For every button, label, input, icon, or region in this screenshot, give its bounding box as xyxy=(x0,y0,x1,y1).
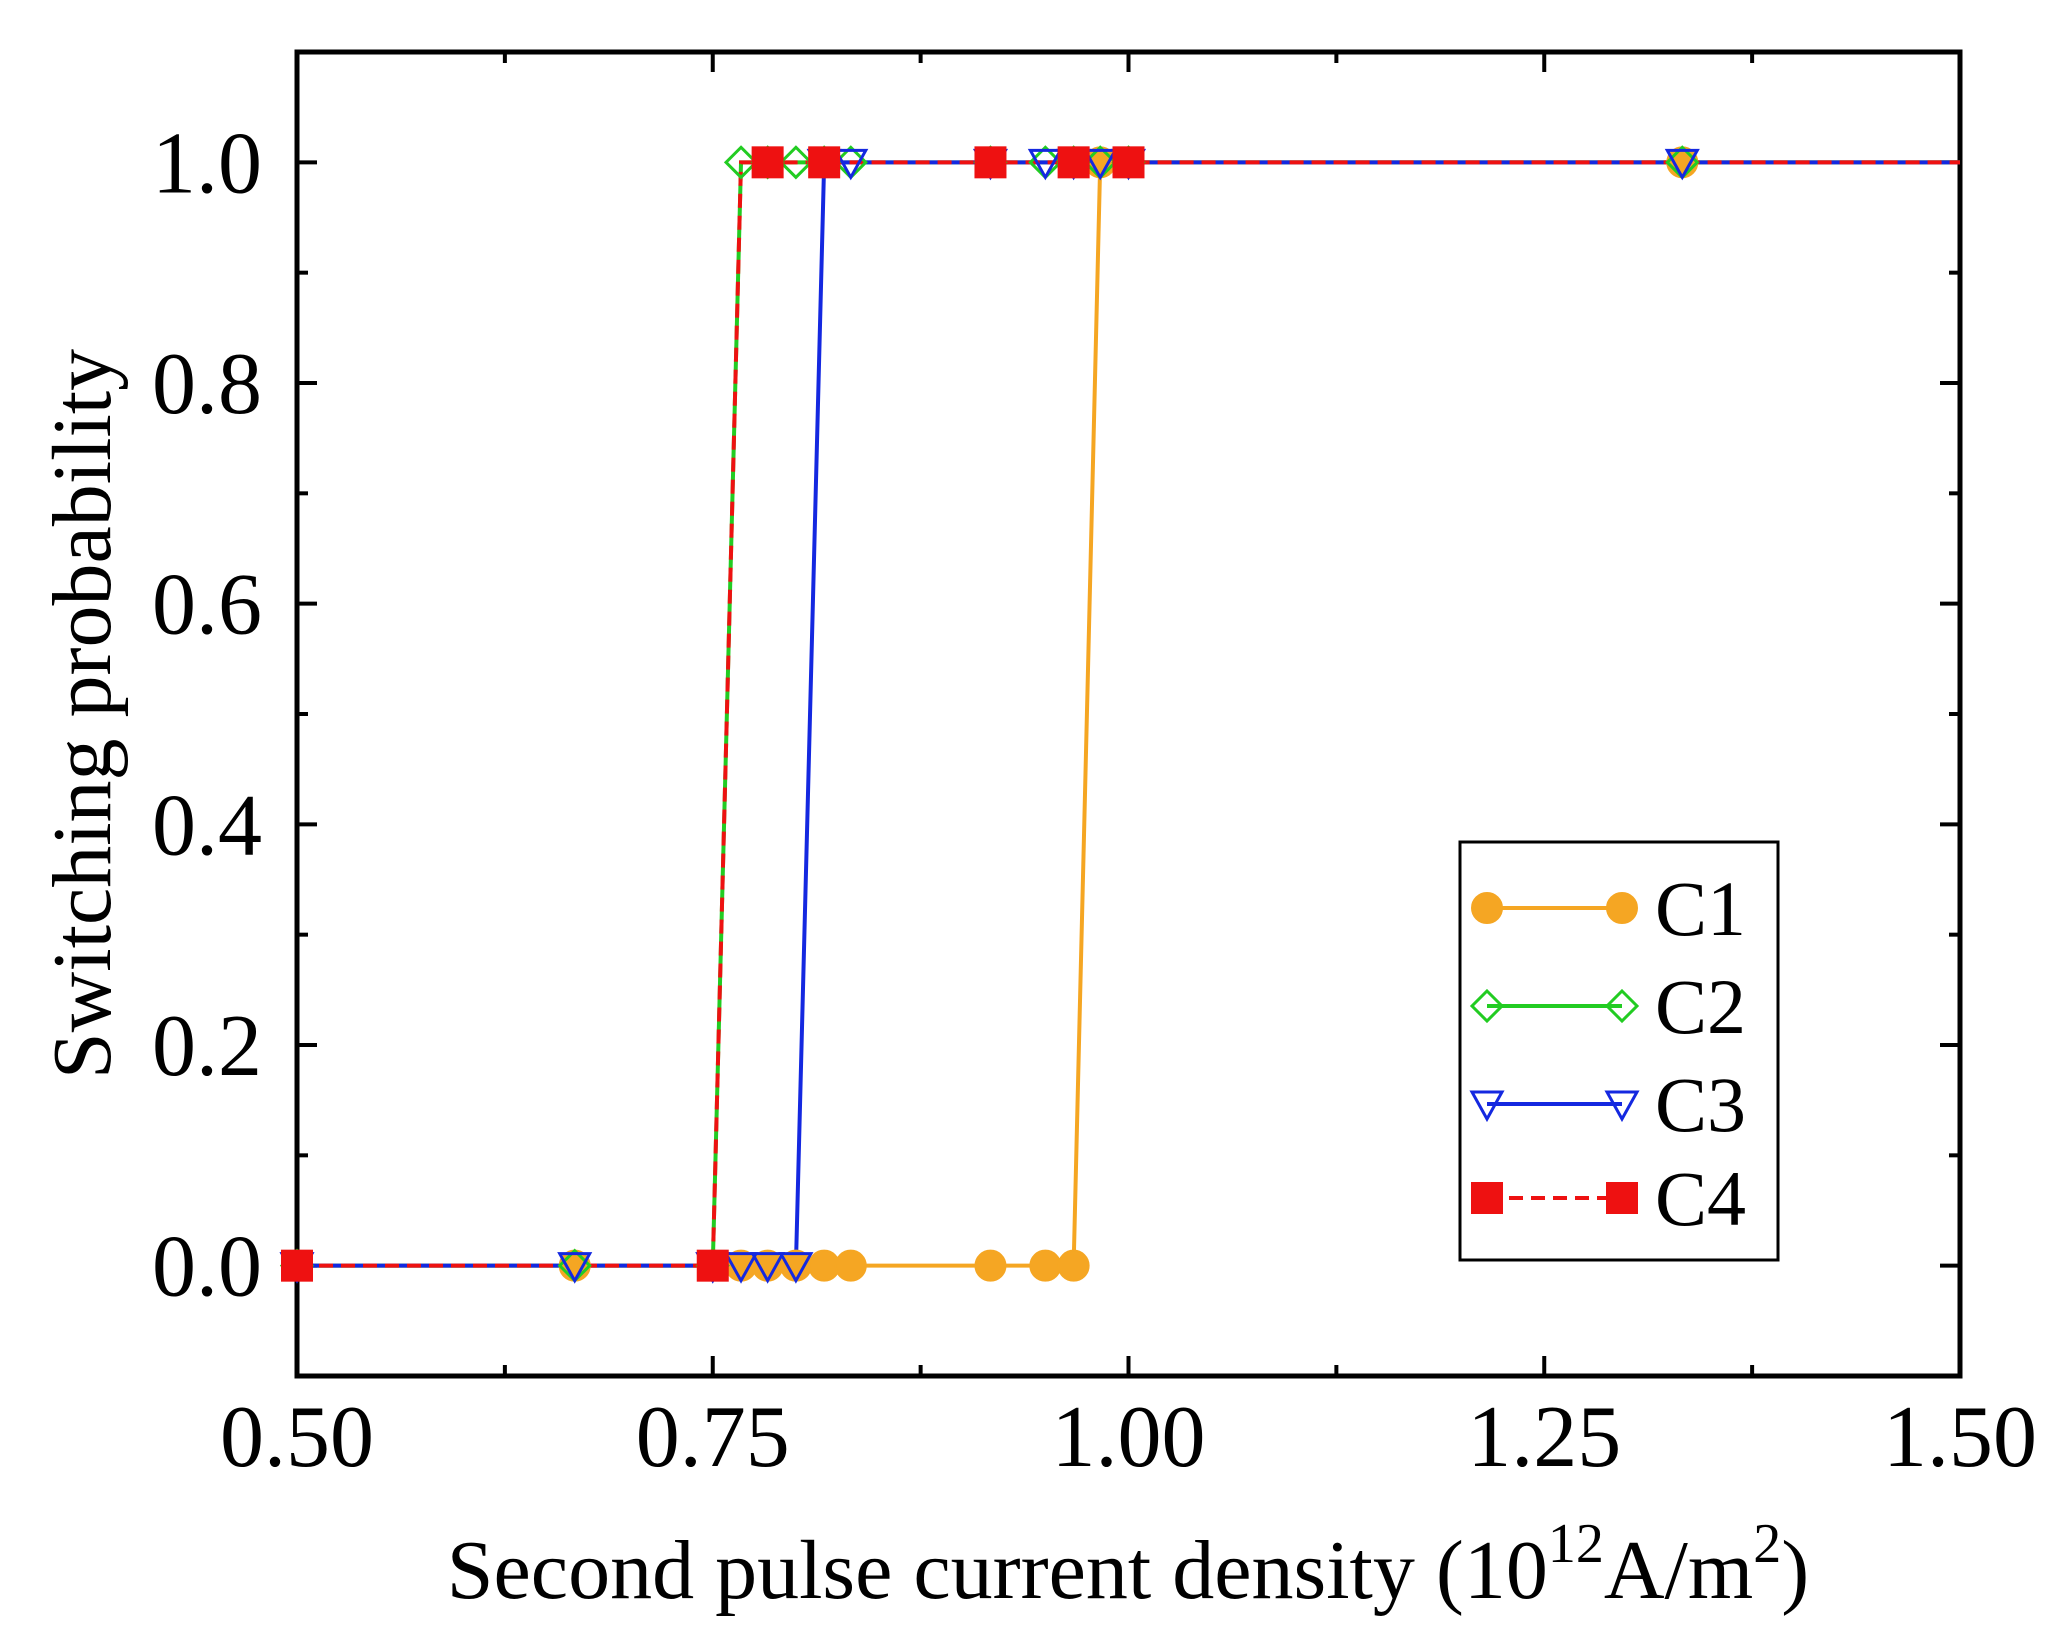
data-point xyxy=(778,1252,814,1284)
data-point xyxy=(1469,1090,1505,1123)
x-axis-title-end: ) xyxy=(1781,1524,1809,1617)
x-tick-label: 1.50 xyxy=(1883,1389,2037,1486)
data-point xyxy=(1664,148,1700,181)
series-markers xyxy=(279,145,1700,1284)
legend-item-c3: C3 xyxy=(1469,1061,1746,1148)
x-tick-labels: 0.50 0.75 1.00 1.25 1.50 xyxy=(220,1389,2037,1486)
data-point xyxy=(1082,148,1118,181)
data-point xyxy=(1057,1249,1090,1282)
data-point xyxy=(1471,892,1503,924)
data-point xyxy=(696,1249,729,1282)
series-line-c4 xyxy=(297,160,1960,1268)
legend-item-c4: C4 xyxy=(1471,1155,1746,1242)
data-point xyxy=(557,1252,593,1284)
data-point xyxy=(808,1249,841,1282)
data-point xyxy=(1604,988,1640,1024)
data-point xyxy=(1606,1182,1638,1214)
data-point xyxy=(808,146,841,179)
data-point xyxy=(1027,148,1063,181)
x-axis-title-sup1: 12 xyxy=(1548,1513,1604,1575)
y-tick-label: 0.4 xyxy=(152,777,262,874)
legend-label: C2 xyxy=(1655,963,1746,1050)
legend-label: C3 xyxy=(1655,1061,1746,1148)
y-tick-label: 0.2 xyxy=(152,998,262,1095)
data-point xyxy=(1057,146,1090,179)
x-tick-label: 0.75 xyxy=(636,1389,790,1486)
y-tick-label: 0.8 xyxy=(152,336,262,433)
data-point xyxy=(1471,1182,1503,1214)
data-point xyxy=(833,148,869,181)
y-axis-title: Switching probability xyxy=(36,349,129,1079)
data-point xyxy=(974,1249,1007,1282)
x-tick-label: 1.25 xyxy=(1467,1389,1621,1486)
data-point xyxy=(1606,892,1638,924)
data-point xyxy=(723,145,759,180)
y-tick-label: 0.6 xyxy=(152,557,262,654)
x-axis-title: Second pulse current density (1012A/m2) xyxy=(447,1513,1809,1617)
data-point xyxy=(281,1249,313,1282)
data-point xyxy=(751,146,784,179)
y-tick-label: 1.0 xyxy=(152,115,262,212)
data-point xyxy=(1469,988,1505,1024)
y-tick-labels: 0.0 0.2 0.4 0.6 0.8 1.0 xyxy=(152,115,262,1315)
data-point xyxy=(1029,1249,1062,1282)
data-point xyxy=(974,146,1007,179)
legend-label: C4 xyxy=(1655,1155,1746,1242)
x-axis-title-unit: A/m xyxy=(1604,1524,1753,1617)
data-point xyxy=(750,1252,786,1284)
x-axis-title-sup2: 2 xyxy=(1753,1513,1781,1575)
data-point xyxy=(1112,146,1145,179)
data-point xyxy=(834,1249,867,1282)
y-tick-label: 0.0 xyxy=(152,1219,262,1316)
data-point xyxy=(778,145,814,180)
series-markers-c4 xyxy=(281,146,1145,1282)
legend-label: C1 xyxy=(1655,865,1746,952)
data-point xyxy=(723,1252,759,1284)
x-tick-label: 1.00 xyxy=(1052,1389,1206,1486)
legend-item-c1: C1 xyxy=(1471,865,1746,952)
x-axis-title-main: Second pulse current density (10 xyxy=(447,1524,1548,1617)
data-point xyxy=(1604,1090,1640,1123)
x-tick-label: 0.50 xyxy=(220,1389,374,1486)
legend-item-c2: C2 xyxy=(1469,963,1746,1050)
